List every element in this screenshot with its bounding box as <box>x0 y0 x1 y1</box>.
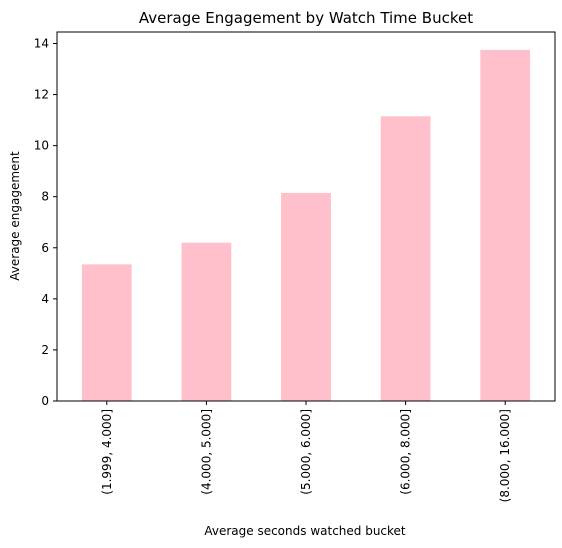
y-tick-label-7: 12 <box>34 88 49 102</box>
bar-5 <box>480 49 531 402</box>
y-tick-label-8: 14 <box>34 36 49 50</box>
y-tick-label-6: 10 <box>34 139 49 153</box>
bar-4 <box>380 116 431 401</box>
x-tick-label-2: (4.000, 5.000] <box>199 409 213 495</box>
bar-3 <box>281 192 331 401</box>
y-tick-label-1: 0 <box>41 394 49 408</box>
x-tick-label-5: (8.000, 16.000] <box>498 409 512 502</box>
bar-1 <box>81 264 132 401</box>
bar-2 <box>181 242 232 401</box>
y-axis: 0 2 4 6 8 10 12 14 <box>34 36 57 408</box>
y-tick-label-4: 6 <box>41 241 49 255</box>
y-axis-label: Average engagement <box>8 151 22 281</box>
x-axis-label: Average seconds watched bucket <box>204 524 406 538</box>
y-tick-label-2: 2 <box>41 343 49 357</box>
x-tick-label-4: (6.000, 8.000] <box>399 409 413 495</box>
y-tick-label-3: 4 <box>41 292 49 306</box>
plot-frame <box>56 31 556 402</box>
chart-title: Average Engagement by Watch Time Bucket <box>139 9 473 27</box>
bars-group <box>81 49 531 402</box>
x-tick-label-3: (5.000, 6.000] <box>299 409 313 495</box>
x-axis: (1.999, 4.000] (4.000, 5.000] (5.000, 6.00… <box>100 401 512 502</box>
y-tick-label-5: 8 <box>41 190 49 204</box>
x-tick-label-1: (1.999, 4.000] <box>100 409 114 495</box>
